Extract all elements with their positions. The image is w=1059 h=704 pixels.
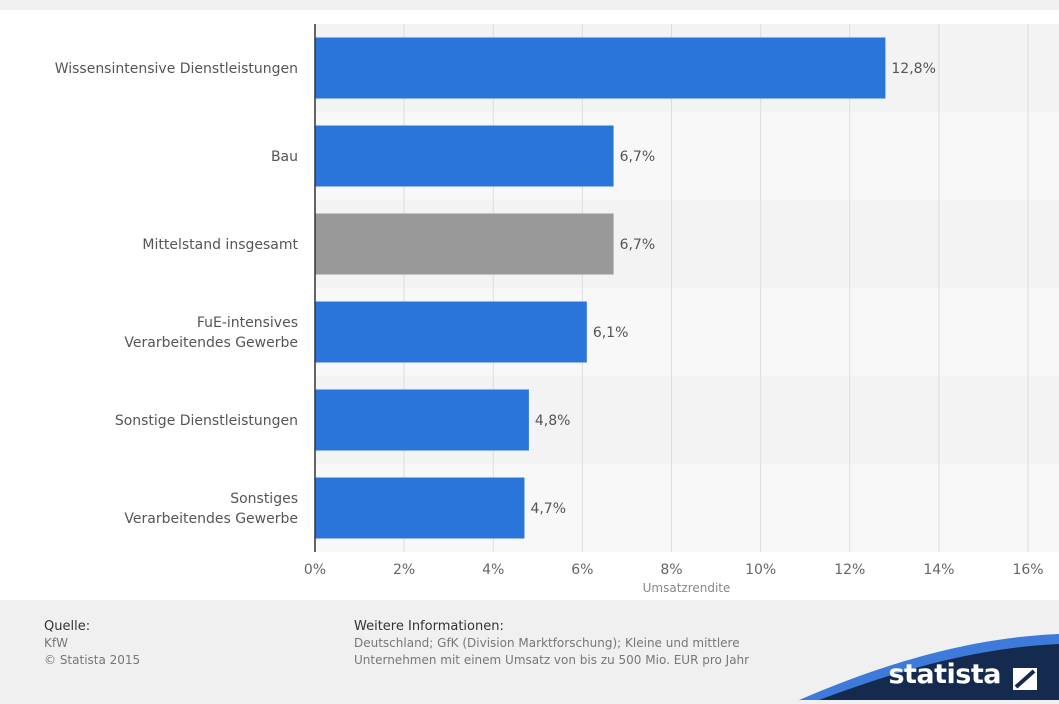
bars [315,37,886,539]
bar [315,301,587,363]
info-line-1: Deutschland; GfK (Division Marktforschun… [354,636,740,650]
x-tick-label: 8% [660,562,682,578]
bar [315,389,529,451]
x-tick-label: 12% [834,562,865,578]
x-tick-label: 14% [923,562,954,578]
source-line-2: © Statista 2015 [44,653,141,667]
value-label: 4,8% [535,413,571,429]
category-label: Mittelstand insgesamt [142,237,298,253]
statista-logo-icon [1013,668,1037,690]
info-heading: Weitere Informationen: [354,619,504,634]
value-label: 12,8% [891,61,935,77]
x-tick-label: 16% [1012,562,1043,578]
statista-brand[interactable]: statista [729,630,1059,700]
source-line-1: KfW [44,636,68,650]
bar [315,37,886,99]
x-tick-label: 2% [393,562,415,578]
brand-name: statista [888,659,1001,690]
value-label: 4,7% [530,501,566,517]
bar [315,213,614,275]
x-axis-title: Umsatzrendite [643,581,731,595]
source-heading: Quelle: [44,619,91,634]
x-tick-label: 4% [482,562,504,578]
source-block: Quelle: KfW © Statista 2015 [44,618,140,669]
category-labels: Wissensintensive Dienstleistungen Bau Mitt… [55,61,299,527]
value-label: 6,7% [620,149,656,165]
category-label: Sonstige Dienstleistungen [115,413,298,429]
value-label: 6,1% [593,325,629,341]
value-labels: 12,8% 6,7% 6,7% 6,1% 4,8% 4,7% [530,61,935,517]
x-tick-label: 10% [745,562,776,578]
x-tick-label: 6% [571,562,593,578]
category-label: Verarbeitendes Gewerbe [124,511,298,527]
bar [315,477,525,539]
x-tick-labels: 0% 2% 4% 6% 8% 10% 12% 14% 16% [304,562,1044,578]
category-label: Sonstiges [230,491,298,507]
bar [315,125,614,187]
category-label: Wissensintensive Dienstleistungen [55,61,298,77]
category-label: Bau [271,149,298,165]
category-label: FuE-intensives [197,315,298,331]
category-label: Verarbeitendes Gewerbe [124,335,298,351]
info-line-2: Unternehmen mit einem Umsatz von bis zu … [354,653,750,667]
info-block: Weitere Informationen: Deutschland; GfK … [354,618,794,669]
x-tick-label: 0% [304,562,326,578]
value-label: 6,7% [620,237,656,253]
brand-swoosh [799,634,1059,700]
